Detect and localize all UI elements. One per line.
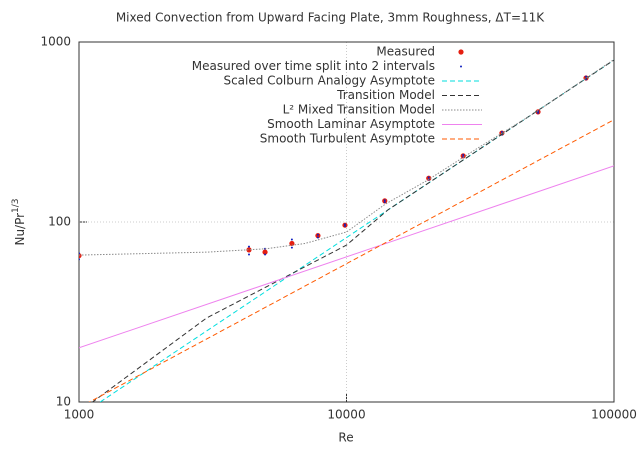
legend-marker [460, 65, 462, 68]
data-dot [427, 176, 430, 179]
data-point [246, 247, 252, 253]
x-tick-label: 100000 [591, 408, 637, 422]
data-dot [79, 252, 80, 255]
data-dot [537, 111, 540, 114]
y-tick-label: 1000 [40, 35, 71, 49]
series-line [79, 59, 614, 256]
data-dot [247, 253, 250, 256]
legend-label: Transition Model [336, 88, 435, 102]
data-point [262, 249, 268, 255]
x-axis-label: Re [338, 431, 353, 445]
data-dot [290, 238, 293, 241]
data-dot [316, 236, 319, 239]
series-line [88, 119, 614, 402]
y-axis-label: Nu/Pr1/3 [11, 198, 27, 245]
plot-frame [78, 41, 615, 403]
series-line [91, 59, 614, 402]
series-line [79, 165, 614, 349]
legend-label: Scaled Colburn Analogy Asymptote [223, 74, 435, 88]
data-point [79, 253, 82, 259]
data-dot [585, 75, 588, 78]
data-point [289, 240, 295, 247]
plot-area [79, 59, 614, 402]
legend-label: L² Mixed Transition Model [283, 103, 435, 117]
chart-title: Mixed Convection from Upward Facing Plat… [116, 11, 545, 25]
data-dot [316, 233, 319, 236]
data-dot [247, 245, 250, 248]
data-dot [343, 223, 346, 226]
y-axis-label-sup: 1/3 [11, 198, 21, 212]
y-tick-label: 10 [56, 395, 71, 409]
x-tick-label: 10000 [327, 408, 365, 422]
data-dot [462, 153, 465, 156]
data-dot [585, 78, 588, 81]
data-dot [343, 225, 346, 228]
legend-marker [458, 49, 464, 55]
data-dot [500, 131, 503, 134]
data-dot [383, 201, 386, 204]
data-dot [383, 199, 386, 202]
y-tick-label: 100 [48, 215, 71, 229]
legend-label: Measured [376, 45, 435, 59]
x-tick-label: 1000 [64, 408, 95, 422]
legend-label: Measured over time split into 2 interval… [192, 59, 435, 73]
data-dot [79, 258, 80, 261]
data-point [460, 153, 466, 159]
y-axis-label-base: Nu/Pr [13, 213, 27, 246]
data-dot [264, 253, 267, 256]
legend-label: Smooth Turbulent Asymptote [260, 132, 435, 146]
legend-label: Smooth Laminar Asymptote [267, 117, 435, 131]
data-dot [290, 246, 293, 249]
